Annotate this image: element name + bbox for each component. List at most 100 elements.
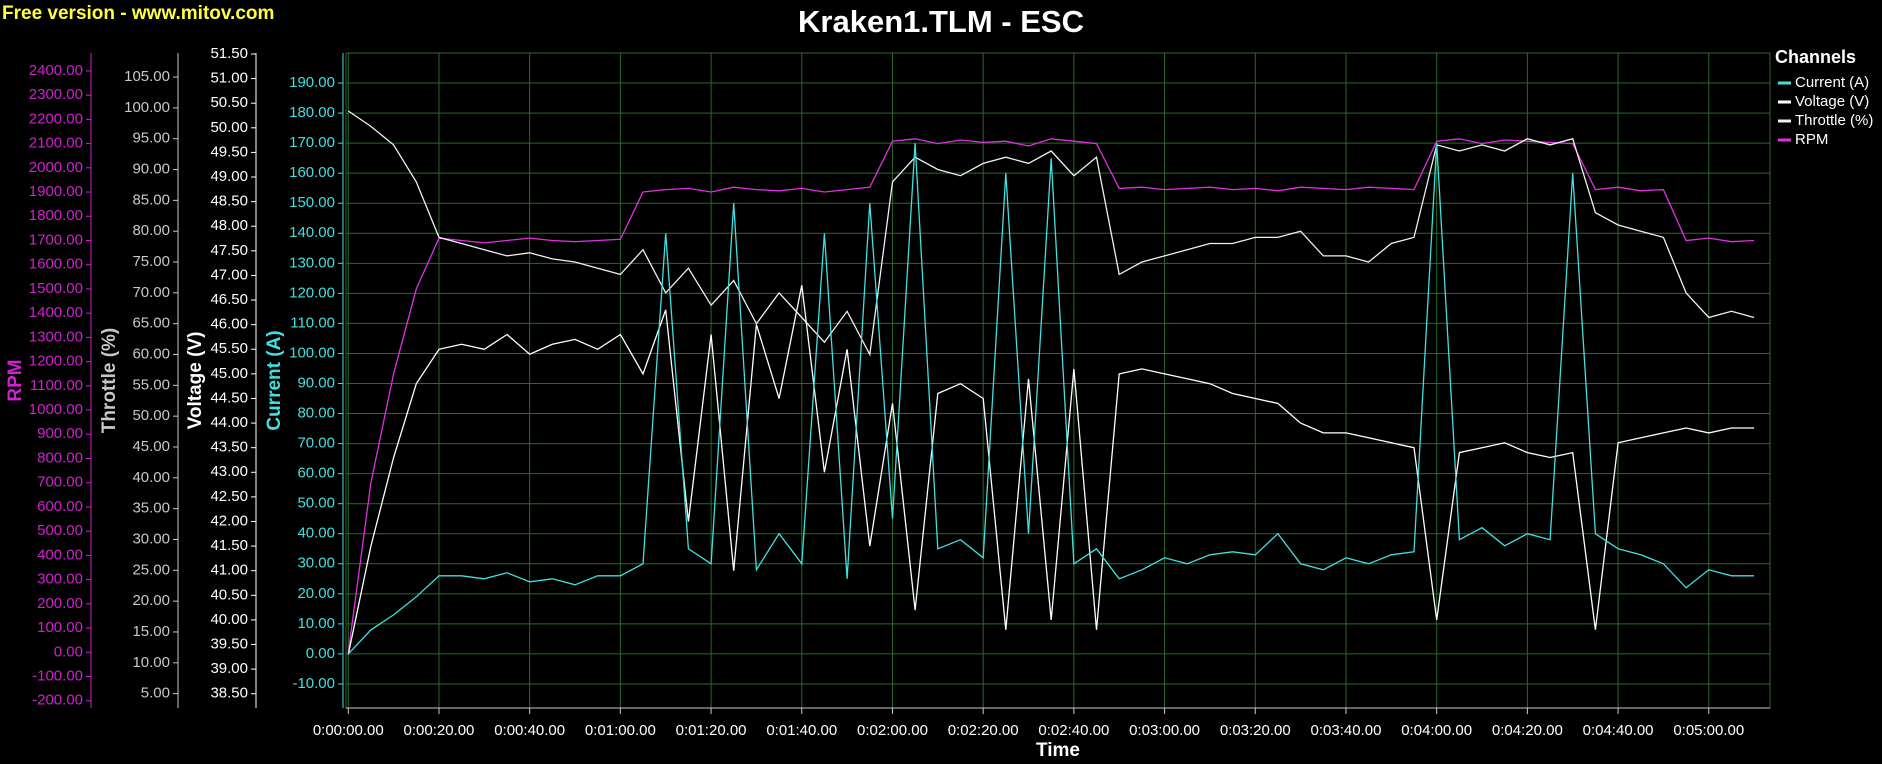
y-tick-label: 47.00	[210, 266, 248, 283]
y-tick-label: 65.00	[132, 315, 170, 332]
x-axis-title: Time	[1036, 740, 1080, 761]
chart-title: Kraken1.TLM - ESC	[798, 4, 1084, 39]
y-tick-label: 1200.00	[29, 353, 83, 370]
x-tick-label: 0:01:40.00	[766, 722, 837, 739]
y-tick-label: 180.00	[289, 104, 335, 121]
x-tick-label: 0:04:40.00	[1583, 722, 1654, 739]
y-tick-label: 2300.00	[29, 86, 83, 103]
x-tick-label: 0:01:00.00	[585, 722, 656, 739]
y-tick-label: 2400.00	[29, 62, 83, 79]
y-tick-label: 300.00	[37, 571, 83, 588]
y-tick-label: 42.00	[210, 512, 248, 529]
x-tick-label: 0:02:00.00	[857, 722, 928, 739]
y-tick-label: 60.00	[132, 345, 170, 362]
y-tick-label: 110.00	[290, 314, 335, 331]
y-tick-label: 900.00	[37, 425, 83, 442]
y-tick-label: 70.00	[132, 284, 170, 301]
y-tick-label: 130.00	[289, 254, 335, 271]
y-tick-label: 80.00	[297, 405, 335, 422]
y-tick-label: 0.00	[306, 645, 335, 662]
y-tick-label: 49.50	[210, 143, 248, 160]
y-tick-label: 1700.00	[29, 231, 83, 248]
x-tick-label: 0:04:20.00	[1492, 722, 1563, 739]
series-line	[347, 138, 1755, 653]
y-tick-label: 600.00	[37, 498, 83, 515]
y-tick-label: -10.00	[292, 675, 335, 692]
legend-label: Current (A)	[1795, 74, 1869, 91]
y-tick-label: 105.00	[124, 68, 170, 85]
x-tick-label: 0:05:00.00	[1673, 722, 1744, 739]
y-tick-label: 49.00	[210, 168, 248, 185]
y-tick-label: 20.00	[297, 585, 335, 602]
x-tick-label: 0:00:00.00	[313, 722, 384, 739]
y-tick-label: 15.00	[132, 623, 170, 640]
plot-frame	[345, 52, 1771, 709]
watermark: Free version - www.mitov.com	[2, 3, 274, 24]
series-line	[347, 143, 1755, 655]
y-tick-label: 1900.00	[29, 183, 83, 200]
y-tick-label: 55.00	[132, 376, 170, 393]
y-tick-label: 38.50	[210, 685, 248, 702]
y-tick-label: 30.00	[132, 530, 170, 547]
y-tick-label: 100.00	[289, 344, 335, 361]
series-line	[347, 110, 1755, 357]
y-tick-label: 0.00	[54, 643, 83, 660]
x-tick-label: 0:03:00.00	[1129, 722, 1200, 739]
y-axis-title: RPM	[5, 359, 26, 401]
y-tick-label: 41.00	[210, 562, 248, 579]
y-tick-label: 1000.00	[29, 401, 83, 418]
y-tick-label: 85.00	[132, 191, 170, 208]
x-tick-label: 0:00:40.00	[494, 722, 565, 739]
y-tick-label: 50.00	[297, 495, 335, 512]
y-tick-label: 50.00	[132, 407, 170, 424]
y-tick-label: 40.50	[210, 586, 248, 603]
y-tick-label: 40.00	[297, 525, 335, 542]
y-tick-label: 50.00	[210, 119, 248, 136]
y-tick-label: 190.00	[289, 74, 335, 91]
y-tick-label: 60.00	[297, 465, 335, 482]
y-tick-label: 2000.00	[29, 159, 83, 176]
y-tick-label: 51.50	[210, 45, 248, 62]
y-tick-label: 39.00	[210, 660, 248, 677]
y-tick-label: 1800.00	[29, 207, 83, 224]
x-tick-label: 0:03:20.00	[1220, 722, 1291, 739]
y-tick-label: 45.00	[210, 365, 248, 382]
x-tick-label: 0:02:20.00	[948, 722, 1019, 739]
y-tick-label: 39.50	[210, 635, 248, 652]
y-axis-title: Current (A)	[264, 330, 285, 430]
y-tick-label: -200.00	[32, 692, 83, 709]
y-tick-label: 35.00	[132, 500, 170, 517]
y-tick-label: 20.00	[132, 592, 170, 609]
legend-label: RPM	[1795, 131, 1828, 148]
y-tick-label: 170.00	[289, 134, 335, 151]
y-tick-label: 100.00	[124, 99, 170, 116]
y-tick-label: 120.00	[289, 284, 335, 301]
y-tick-label: 100.00	[37, 619, 83, 636]
y-tick-label: 30.00	[297, 555, 335, 572]
y-tick-label: 10.00	[297, 615, 335, 632]
y-tick-label: 51.00	[210, 70, 248, 87]
y-tick-label: 140.00	[289, 224, 335, 241]
x-tick-label: 0:04:00.00	[1401, 722, 1472, 739]
y-tick-label: 2200.00	[29, 110, 83, 127]
y-tick-label: 90.00	[132, 161, 170, 178]
y-tick-label: 45.00	[132, 438, 170, 455]
y-tick-label: 45.50	[210, 340, 248, 357]
y-tick-label: 1600.00	[29, 256, 83, 273]
y-tick-label: 43.50	[210, 439, 248, 456]
y-tick-label: 80.00	[132, 222, 170, 239]
y-tick-label: 75.00	[132, 253, 170, 270]
y-tick-label: 44.50	[210, 389, 248, 406]
y-tick-label: 40.00	[210, 611, 248, 628]
x-tick-label: 0:03:40.00	[1311, 722, 1382, 739]
y-tick-label: 25.00	[132, 561, 170, 578]
y-tick-label: 90.00	[297, 374, 335, 391]
series-line	[347, 285, 1755, 655]
y-tick-label: 5.00	[141, 685, 170, 702]
y-tick-label: 1100.00	[30, 377, 83, 394]
y-tick-label: 1400.00	[29, 304, 83, 321]
x-tick-label: 0:02:40.00	[1038, 722, 1109, 739]
y-tick-label: 150.00	[289, 194, 335, 211]
x-tick-label: 0:01:20.00	[676, 722, 747, 739]
y-tick-label: 46.00	[210, 316, 248, 333]
